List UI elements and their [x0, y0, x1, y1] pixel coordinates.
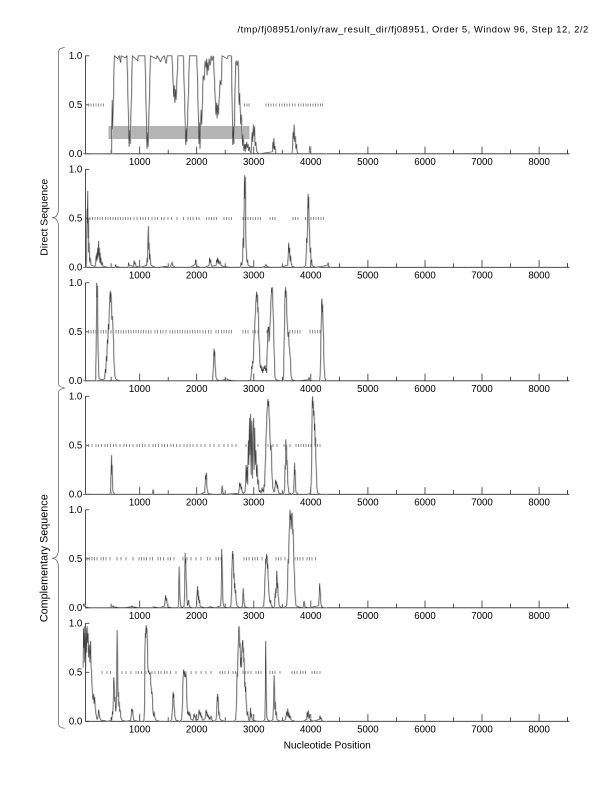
svg-text:1000: 1000 — [129, 157, 151, 168]
svg-text:5000: 5000 — [357, 157, 379, 168]
svg-text:0.5: 0.5 — [69, 100, 82, 111]
svg-text:7000: 7000 — [471, 498, 493, 509]
svg-text:Complementary Sequence: Complementary Sequence — [39, 494, 51, 622]
svg-text:2000: 2000 — [186, 271, 208, 282]
svg-text:8000: 8000 — [528, 271, 550, 282]
svg-text:0.0: 0.0 — [69, 263, 83, 274]
svg-text:6000: 6000 — [414, 611, 436, 622]
svg-text:5000: 5000 — [357, 725, 379, 736]
svg-text:6000: 6000 — [414, 725, 436, 736]
svg-text:3000: 3000 — [243, 725, 265, 736]
svg-text:7000: 7000 — [471, 271, 493, 282]
svg-text:3000: 3000 — [243, 498, 265, 509]
svg-text:0.0: 0.0 — [69, 717, 83, 728]
svg-text:2000: 2000 — [186, 498, 208, 509]
svg-text:1.0: 1.0 — [69, 278, 83, 289]
svg-text:8000: 8000 — [528, 498, 550, 509]
svg-text:0.5: 0.5 — [69, 668, 82, 679]
svg-text:1000: 1000 — [129, 611, 151, 622]
svg-text:5000: 5000 — [357, 611, 379, 622]
svg-text:0.0: 0.0 — [69, 376, 83, 387]
svg-text:1000: 1000 — [129, 498, 151, 509]
svg-text:2000: 2000 — [186, 725, 208, 736]
svg-text:2000: 2000 — [186, 611, 208, 622]
svg-text:1000: 1000 — [129, 725, 151, 736]
svg-text:3000: 3000 — [243, 384, 265, 395]
svg-text:2000: 2000 — [186, 384, 208, 395]
svg-text:4000: 4000 — [300, 725, 322, 736]
svg-text:8000: 8000 — [528, 611, 550, 622]
svg-text:4000: 4000 — [300, 611, 322, 622]
svg-text:0.0: 0.0 — [69, 490, 83, 501]
svg-text:4000: 4000 — [300, 157, 322, 168]
svg-text:3000: 3000 — [243, 271, 265, 282]
svg-text:3000: 3000 — [243, 611, 265, 622]
svg-text:1000: 1000 — [129, 384, 151, 395]
svg-text:4000: 4000 — [300, 384, 322, 395]
svg-text:5000: 5000 — [357, 384, 379, 395]
svg-text:1.0: 1.0 — [69, 619, 83, 630]
svg-text:2000: 2000 — [186, 157, 208, 168]
svg-text:1.0: 1.0 — [69, 165, 83, 176]
svg-text:7000: 7000 — [471, 384, 493, 395]
svg-text:7000: 7000 — [471, 611, 493, 622]
svg-text:8000: 8000 — [528, 157, 550, 168]
svg-text:Direct Sequence: Direct Sequence — [40, 179, 51, 256]
svg-text:1.0: 1.0 — [69, 392, 83, 403]
svg-text:7000: 7000 — [471, 157, 493, 168]
svg-text:6000: 6000 — [414, 157, 436, 168]
svg-text:0.0: 0.0 — [69, 603, 83, 614]
svg-text:6000: 6000 — [414, 384, 436, 395]
svg-text:1000: 1000 — [129, 271, 151, 282]
svg-text:0.5: 0.5 — [69, 214, 82, 225]
svg-text:8000: 8000 — [528, 725, 550, 736]
svg-text:0.0: 0.0 — [69, 149, 83, 160]
svg-text:0.5: 0.5 — [69, 327, 82, 338]
svg-text:0.5: 0.5 — [69, 554, 82, 565]
svg-text:5000: 5000 — [357, 271, 379, 282]
svg-text:4000: 4000 — [300, 498, 322, 509]
svg-text:7000: 7000 — [471, 725, 493, 736]
svg-text:1.0: 1.0 — [69, 51, 83, 62]
svg-text:5000: 5000 — [357, 498, 379, 509]
svg-text:/tmp/fj08951/only/raw_result_d: /tmp/fj08951/only/raw_result_dir/fj08951… — [238, 24, 589, 35]
svg-text:Nucleotide Position: Nucleotide Position — [284, 741, 371, 752]
svg-text:4000: 4000 — [300, 271, 322, 282]
svg-text:6000: 6000 — [414, 498, 436, 509]
svg-text:3000: 3000 — [243, 157, 265, 168]
svg-text:1.0: 1.0 — [69, 505, 83, 516]
svg-text:8000: 8000 — [528, 384, 550, 395]
svg-text:6000: 6000 — [414, 271, 436, 282]
svg-text:0.5: 0.5 — [69, 441, 82, 452]
